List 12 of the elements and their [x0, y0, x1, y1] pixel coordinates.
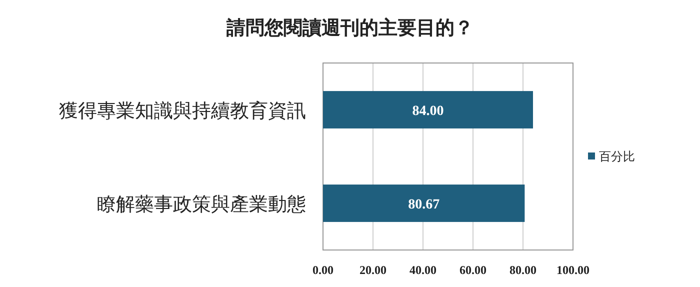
x-tick-label: 100.00	[556, 263, 590, 277]
data-label: 80.67	[408, 197, 440, 212]
y-tick-label: 瞭解藥事政策與產業動態	[97, 193, 306, 216]
chart-title: 請問您閱讀週刊的主要目的？	[226, 17, 474, 39]
x-tick-label: 20.00	[360, 263, 386, 277]
x-tick-label: 80.00	[510, 263, 536, 277]
y-tick-label: 獲得專業知識與持續教育資訊	[59, 100, 306, 122]
legend-label: 百分比	[599, 150, 635, 164]
data-label: 84.00	[412, 104, 444, 119]
x-tick-label: 60.00	[460, 263, 486, 277]
x-tick-label: 0.00	[312, 263, 334, 277]
x-tick-label: 40.00	[410, 263, 436, 277]
